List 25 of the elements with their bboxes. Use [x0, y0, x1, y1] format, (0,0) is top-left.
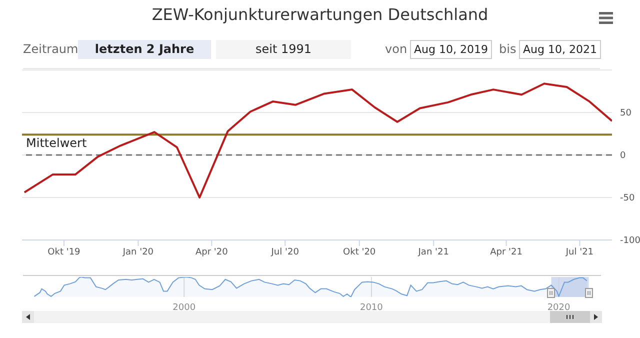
text: von: [385, 42, 408, 56]
x-tick-label: Okt '19: [48, 247, 81, 258]
text: letzten 2 Jahre: [78, 40, 211, 59]
y-tick-label: -100: [620, 236, 640, 246]
y-tick-label: 50: [620, 108, 632, 119]
x-tick-label: Apr '20: [195, 247, 228, 258]
x-tick-label: Jan '20: [122, 247, 154, 258]
text: seit 1991: [216, 40, 351, 59]
x-tick-label: 2000: [172, 303, 196, 313]
x-tick-label: Jul '21: [564, 247, 594, 258]
ref-line-label: Mittelwert: [26, 136, 87, 150]
text: Zeitraum: [23, 42, 78, 56]
y-tick-label: 0: [620, 151, 626, 162]
text: Aug 10, 2021: [519, 40, 601, 59]
text: Aug 10, 2019: [410, 40, 492, 59]
text: bis: [499, 42, 516, 56]
x-tick-label: 2020: [547, 303, 571, 313]
x-tick-label: 2010: [360, 303, 384, 313]
chart-title: ZEW-Konjunkturerwartungen Deutschland: [150, 5, 490, 24]
y-tick-label: -50: [620, 194, 635, 204]
x-tick-label: Jan '21: [417, 247, 449, 258]
x-tick-label: Jul '20: [270, 247, 300, 258]
x-tick-label: Okt '20: [343, 247, 376, 258]
line-series: [23, 82, 612, 198]
x-tick-label: Apr '21: [490, 247, 522, 258]
